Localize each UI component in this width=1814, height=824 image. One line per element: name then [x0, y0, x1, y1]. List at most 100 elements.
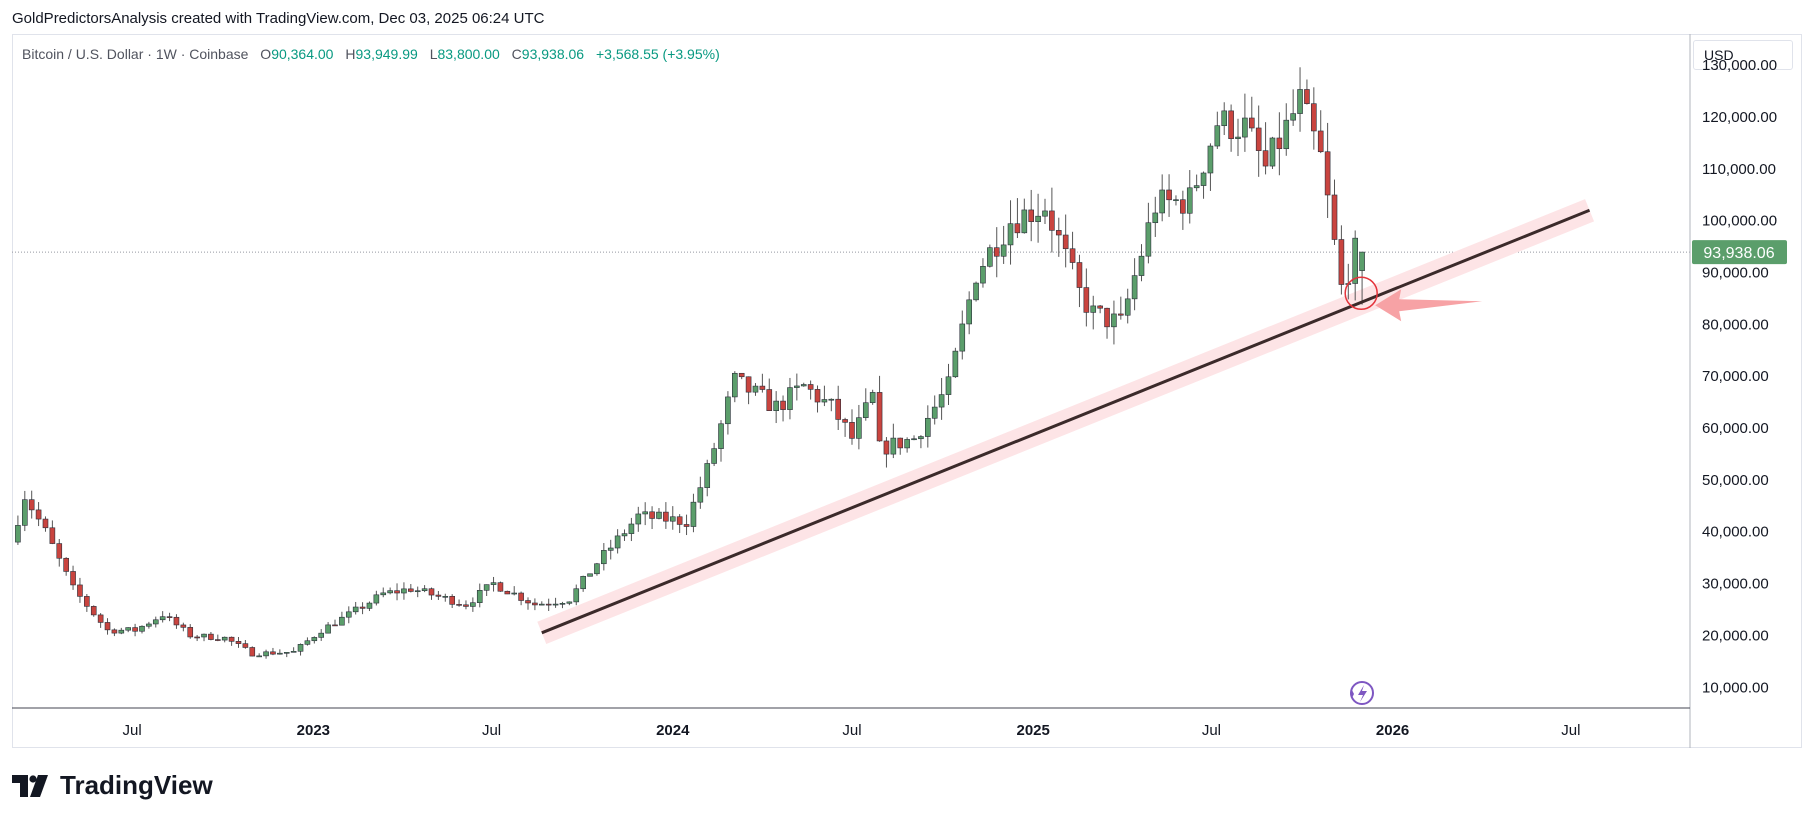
x-tick-label: 2024 — [656, 722, 690, 739]
y-tick-label: 30,000.00 — [1702, 576, 1769, 593]
candle-body — [1173, 199, 1179, 201]
candle-body — [221, 636, 228, 641]
highlight-circle — [1344, 276, 1378, 310]
tradingview-logo[interactable]: TradingView — [12, 770, 213, 801]
candle-body — [883, 440, 890, 455]
candle-body — [270, 651, 276, 655]
candle-body — [1290, 113, 1296, 121]
candle-body — [332, 624, 338, 627]
candle-body — [42, 518, 49, 529]
candle-body — [22, 499, 28, 526]
candle-body — [642, 511, 648, 515]
candle-body — [1352, 237, 1358, 284]
candle-body — [249, 647, 256, 657]
candle-body — [1255, 127, 1262, 151]
candle-body — [649, 511, 655, 519]
candle-body — [635, 513, 642, 525]
candle-body — [297, 644, 304, 652]
lightning-icon — [1350, 681, 1374, 705]
candle-body — [394, 590, 400, 594]
candle-body — [1083, 287, 1090, 313]
candle-body — [1304, 89, 1310, 104]
candle-body — [28, 499, 35, 511]
candle-body — [587, 573, 593, 577]
candle-body — [1207, 145, 1214, 174]
candle-body — [1166, 189, 1172, 201]
candle-body — [1311, 103, 1317, 132]
candle-body — [476, 590, 483, 603]
candle-body — [780, 400, 786, 410]
candle-body — [166, 616, 173, 618]
candle-body — [242, 643, 249, 648]
candle-body — [814, 389, 821, 403]
candle-body — [435, 594, 442, 597]
y-tick-label: 100,000.00 — [1702, 213, 1777, 230]
candle-body — [483, 584, 490, 591]
candle-body — [456, 604, 462, 606]
candle-body — [1221, 110, 1228, 127]
candle-body — [835, 398, 841, 420]
candle-body — [359, 606, 366, 609]
candle-body — [787, 387, 793, 410]
candle-body — [511, 592, 518, 595]
candle-body — [1028, 209, 1035, 222]
candle-body — [980, 265, 986, 284]
candle-body — [718, 423, 724, 449]
candle-body — [277, 652, 283, 655]
candle-body — [759, 385, 766, 390]
candle-body — [1145, 222, 1152, 257]
candle-body — [552, 603, 559, 606]
candle-body — [290, 650, 297, 653]
candle-body — [676, 516, 683, 525]
candle-body — [669, 516, 676, 522]
candle-body — [862, 402, 869, 418]
annotations — [541, 208, 1591, 635]
candle-body — [504, 590, 511, 595]
y-tick-label: 80,000.00 — [1702, 316, 1769, 333]
candle-body — [697, 487, 704, 503]
candle-body — [545, 603, 552, 606]
candle-body — [490, 582, 497, 585]
candle-body — [614, 535, 621, 549]
candle-body — [663, 511, 669, 522]
axes: 130,000.00 120,000.00 110,000.00 100,000.00… — [12, 34, 1787, 748]
chart-frame — [12, 34, 1802, 748]
candle-body — [890, 437, 897, 455]
candle-body — [1055, 230, 1062, 236]
candle-body — [1193, 185, 1200, 189]
candle-body — [828, 398, 835, 401]
candle-body — [408, 588, 414, 592]
symbol-name[interactable]: Bitcoin / U.S. Dollar · 1W · Coinbase — [22, 46, 249, 62]
candle-body — [70, 571, 76, 586]
candle-body — [876, 392, 883, 442]
x-tick-label: Jul — [482, 722, 501, 739]
candle-body — [345, 611, 352, 618]
candle-body — [1152, 212, 1159, 224]
tradingview-logo-text: TradingView — [60, 770, 213, 800]
candle-body — [325, 624, 331, 634]
candle-body — [1200, 172, 1207, 186]
candle-body — [304, 640, 311, 645]
price-badge: 93,938.06 — [1692, 240, 1787, 265]
candle-body — [1235, 136, 1241, 139]
currency-selector[interactable]: USD — [1693, 40, 1793, 70]
candle-body — [90, 606, 97, 616]
candle-body — [580, 575, 586, 590]
candle-body — [566, 601, 573, 604]
x-tick-label: Jul — [123, 722, 142, 739]
lightning-icon-bolt — [1358, 685, 1367, 702]
candle-body — [993, 247, 1000, 257]
candle-body — [208, 633, 214, 640]
candle-body — [973, 282, 979, 301]
candle-body — [711, 448, 717, 464]
candle-body — [1248, 117, 1255, 129]
candle-body — [1069, 248, 1076, 263]
candle-body — [318, 632, 325, 638]
x-tick-label: Jul — [842, 722, 861, 739]
candle-body — [352, 606, 359, 613]
candle-body — [525, 600, 531, 604]
candle-body — [139, 625, 145, 632]
candle-body — [869, 392, 876, 404]
candle-body — [463, 604, 469, 607]
